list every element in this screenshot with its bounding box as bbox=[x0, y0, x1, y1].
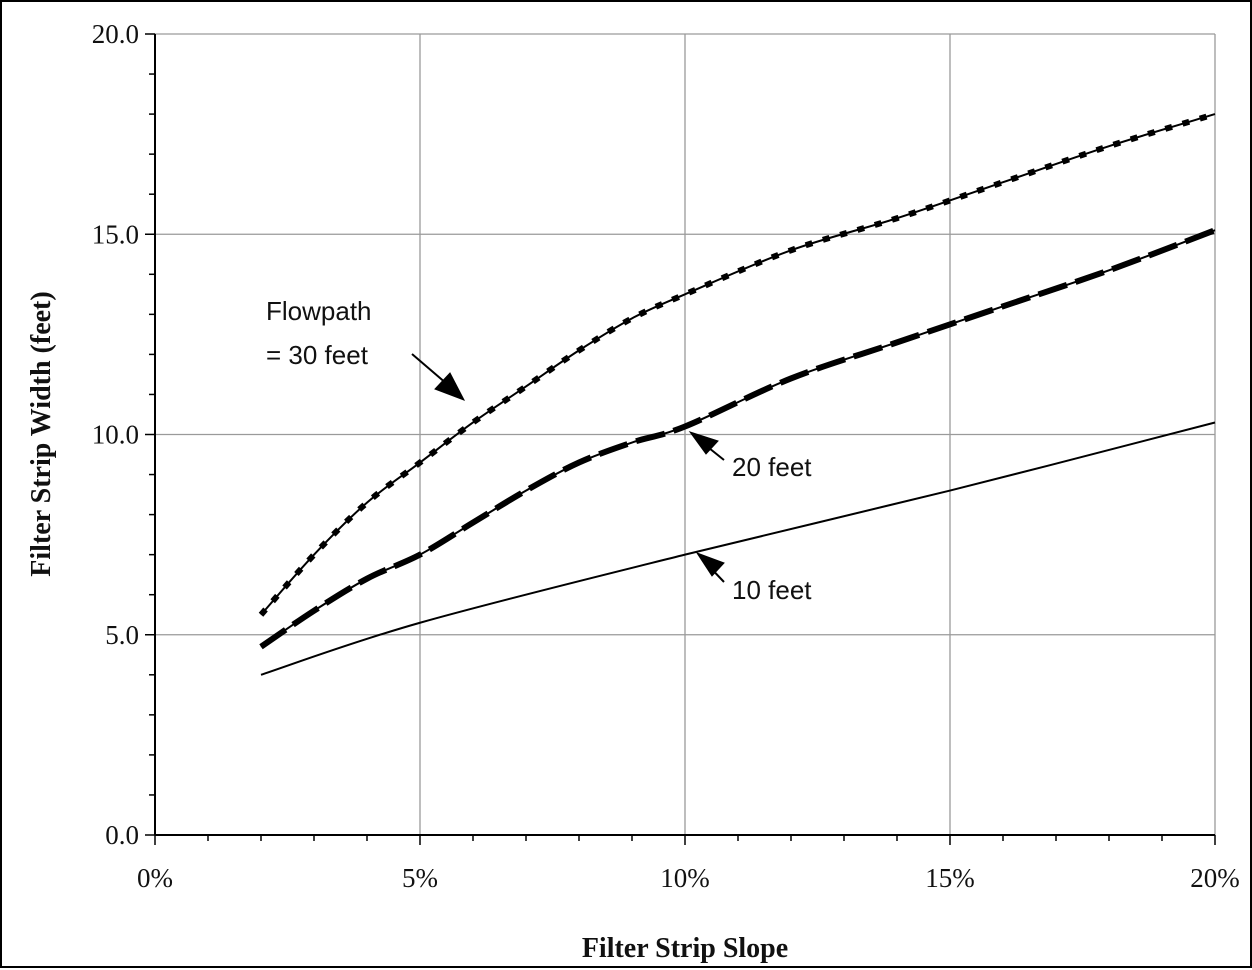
x-tick-label: 15% bbox=[925, 863, 975, 893]
annotation-30-line2: = 30 feet bbox=[266, 340, 369, 370]
x-tick-label: 5% bbox=[402, 863, 438, 893]
y-tick-label: 15.0 bbox=[92, 219, 139, 249]
x-tick-label: 10% bbox=[660, 863, 710, 893]
series-flowpath-30-feet-line bbox=[261, 114, 1215, 615]
annotation-20: 20 feet bbox=[732, 452, 812, 482]
y-tick-label: 20.0 bbox=[92, 19, 139, 49]
axes bbox=[145, 34, 1215, 845]
annotation-10: 10 feet bbox=[732, 575, 812, 605]
arrow-10-head bbox=[697, 553, 724, 576]
tick-labels: 0.0 5.0 10.0 15.0 20.0 0% 5% 10% 15% 20% bbox=[92, 19, 1240, 893]
y-tick-label: 5.0 bbox=[105, 620, 139, 650]
y-axis-title: Filter Strip Width (feet) bbox=[26, 291, 57, 576]
annotation-30-line1: Flowpath bbox=[266, 296, 372, 326]
grid bbox=[155, 34, 1215, 835]
x-tick-label: 0% bbox=[137, 863, 173, 893]
y-tick-label: 0.0 bbox=[105, 820, 139, 850]
x-tick-label: 20% bbox=[1190, 863, 1240, 893]
x-axis-title: Filter Strip Slope bbox=[582, 933, 788, 964]
series-flowpath-30-feet-dotted-overlay bbox=[261, 114, 1215, 615]
y-tick-label: 10.0 bbox=[92, 420, 139, 450]
